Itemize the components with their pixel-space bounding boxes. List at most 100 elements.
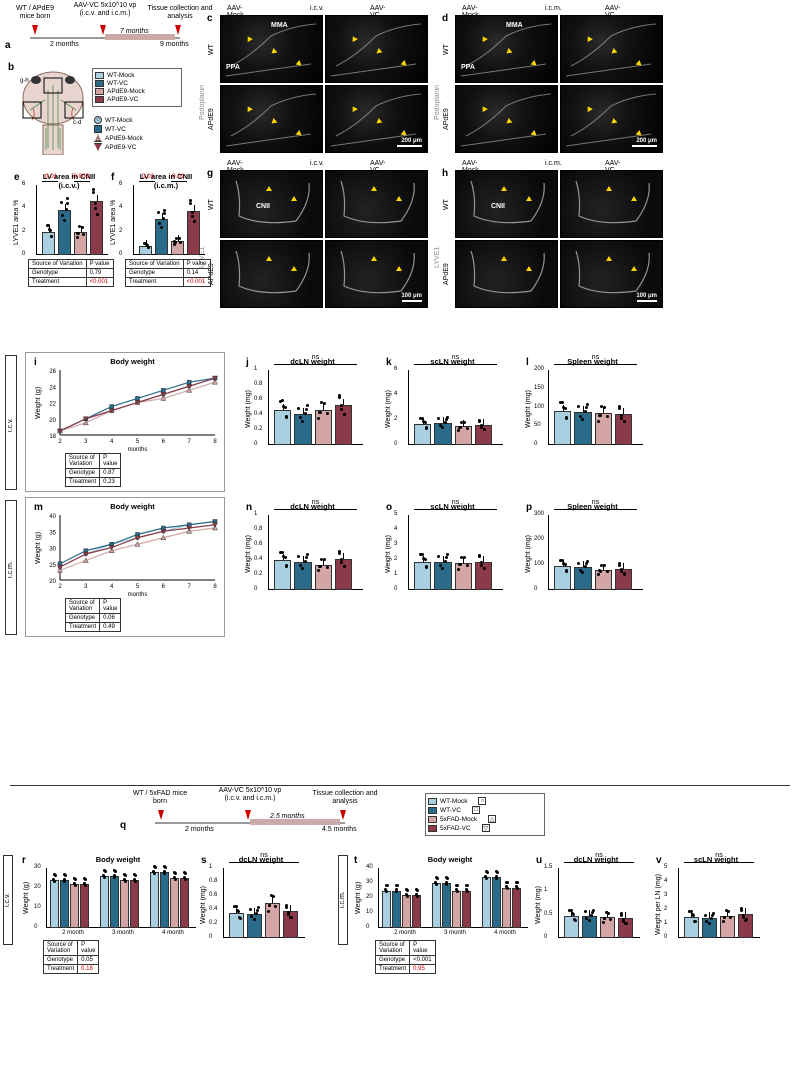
y-axis-label: Weight (g): [35, 370, 42, 435]
svg-text:months: months: [128, 592, 148, 598]
sig-label: ns: [678, 852, 760, 859]
y-tick: 4: [119, 204, 122, 210]
data-point: [599, 414, 602, 417]
y-axis-label: Weight (g): [35, 515, 42, 580]
svg-text:24: 24: [49, 385, 56, 391]
panel-label-j: j: [246, 357, 249, 368]
y-tick: 2: [119, 228, 122, 234]
data-point: [586, 560, 589, 563]
y-tick: 0: [664, 934, 667, 940]
data-point: [191, 211, 194, 214]
micrograph: 100 μm: [560, 240, 663, 308]
svg-text:40: 40: [49, 514, 56, 520]
bar: [265, 903, 280, 938]
y-axis-label: Weight (mg): [525, 517, 532, 592]
data-point: [48, 228, 51, 231]
y-axis-label: Weight (mg): [535, 870, 542, 940]
sig-label: ns: [408, 499, 503, 506]
bar: [432, 883, 441, 928]
data-point: [708, 922, 711, 925]
bar-chart: 012345ns: [408, 515, 503, 590]
bar: [512, 888, 521, 929]
y-axis-label: Weight (mg): [200, 870, 207, 940]
y-tick: 5: [664, 864, 667, 870]
bar: [50, 880, 59, 928]
data-point: [143, 242, 146, 245]
line-chart: 20253035402345678months: [60, 515, 215, 580]
y-tick: 0: [22, 251, 25, 257]
data-point: [439, 424, 442, 427]
bar: [455, 563, 472, 590]
sig-label: ns: [548, 354, 643, 361]
bar: [475, 562, 492, 591]
svg-text:22: 22: [49, 402, 56, 408]
micrograph: MMAPPA: [220, 15, 323, 83]
p-value: 0.02: [135, 173, 161, 180]
y-tick: 2: [394, 416, 397, 422]
data-point: [323, 402, 326, 405]
bar: [180, 878, 189, 928]
y-tick: 2: [22, 228, 25, 234]
bar: [335, 405, 352, 446]
anat-label: CNII: [256, 203, 270, 210]
panel-label-s: s: [201, 855, 207, 866]
micrograph: [560, 170, 663, 238]
data-point: [60, 201, 63, 204]
data-point: [618, 564, 621, 567]
data-point: [592, 909, 595, 912]
bar: [274, 410, 291, 445]
data-point: [343, 565, 346, 568]
data-point: [94, 202, 97, 205]
y-tick: 300: [534, 511, 544, 517]
bar: [414, 424, 431, 445]
data-point: [602, 921, 605, 924]
y-tick: 0: [534, 586, 537, 592]
data-point: [77, 232, 80, 235]
data-point: [236, 909, 239, 912]
data-point: [163, 212, 166, 215]
bar: [564, 916, 579, 938]
y-tick: 0: [119, 251, 122, 257]
chart-title: Body weight: [375, 855, 525, 864]
y-tick: 0.8: [254, 381, 262, 387]
bar: [392, 891, 401, 929]
y-tick: 0.6: [254, 396, 262, 402]
y-tick: 3: [664, 892, 667, 898]
y-tick: 0.2: [254, 571, 262, 577]
data-point: [478, 555, 481, 558]
bar: [595, 413, 612, 445]
bar: [414, 562, 431, 591]
bar: [294, 414, 311, 446]
y-tick: 150: [534, 385, 544, 391]
bar: [150, 872, 159, 928]
panel-label-k: k: [386, 357, 392, 368]
y-tick: 0: [394, 586, 397, 592]
y-tick: 0: [534, 441, 537, 447]
y-tick: 0.4: [209, 906, 217, 912]
micrograph: [220, 85, 323, 153]
y-tick: 1: [254, 511, 257, 517]
data-point: [618, 407, 621, 410]
timeline-label: WT / APdE9 mice born: [10, 5, 60, 20]
data-point: [272, 895, 275, 898]
bar: [315, 565, 332, 591]
micro-header: i.c.m.: [545, 5, 562, 12]
timeline-label: WT / 5xFAD mice born: [130, 790, 190, 805]
y-axis-label: Weight (g): [355, 868, 362, 928]
anat-label: PPA: [226, 64, 240, 71]
data-point: [323, 558, 326, 561]
bar: [294, 562, 311, 591]
panel-label-n: n: [246, 502, 252, 513]
y-tick: 0.8: [209, 878, 217, 884]
data-point: [319, 565, 322, 568]
y-tick: 100: [534, 404, 544, 410]
data-point: [338, 552, 341, 555]
bar: [100, 876, 109, 928]
micrograph: CNII: [455, 170, 558, 238]
bar: [229, 913, 244, 938]
data-point: [466, 427, 469, 430]
data-point: [82, 233, 85, 236]
bar: [60, 880, 69, 928]
data-point: [285, 564, 288, 567]
micrograph: MMAPPA: [455, 15, 558, 83]
